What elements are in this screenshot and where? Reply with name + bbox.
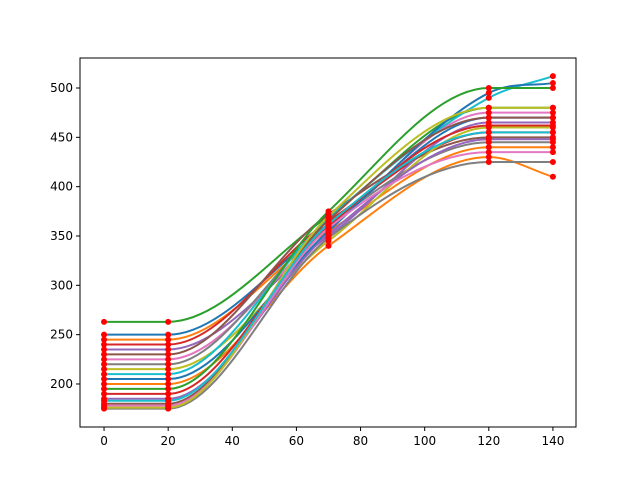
- point-marker: [485, 109, 492, 116]
- point-marker: [485, 154, 492, 161]
- point-marker: [325, 208, 332, 215]
- y-tick-label: 450: [50, 130, 73, 144]
- x-tick-label: 0: [100, 434, 108, 448]
- x-tick-label: 20: [161, 434, 176, 448]
- point-marker: [101, 341, 108, 348]
- series-line: [104, 151, 553, 407]
- point-marker: [485, 129, 492, 136]
- point-marker: [165, 336, 172, 343]
- x-tick-label: 60: [289, 434, 304, 448]
- point-marker: [101, 366, 108, 373]
- point-marker: [549, 149, 556, 156]
- y-tick-label: 300: [50, 278, 73, 292]
- point-marker: [165, 385, 172, 392]
- y-tick-label: 250: [50, 328, 73, 342]
- y-tick-label: 350: [50, 229, 73, 243]
- point-marker: [549, 80, 556, 87]
- point-marker: [325, 221, 332, 228]
- point-marker: [165, 390, 172, 397]
- x-tick-label: 120: [477, 434, 500, 448]
- point-marker: [101, 390, 108, 397]
- point-marker: [165, 346, 172, 353]
- point-marker: [101, 346, 108, 353]
- point-marker: [165, 376, 172, 383]
- point-marker: [549, 136, 556, 143]
- point-marker: [165, 366, 172, 373]
- axes-frame: [79, 57, 577, 428]
- point-marker: [165, 397, 172, 404]
- point-marker: [549, 104, 556, 111]
- x-tick-label: 80: [353, 434, 368, 448]
- point-marker: [165, 371, 172, 378]
- point-marker: [549, 122, 556, 129]
- point-marker: [101, 356, 108, 363]
- point-marker: [101, 404, 108, 411]
- point-marker: [485, 89, 492, 96]
- point-marker: [549, 158, 556, 165]
- point-marker: [101, 331, 108, 338]
- x-tick-label: 100: [413, 434, 436, 448]
- point-marker: [549, 114, 556, 121]
- y-tick-label: 200: [50, 377, 73, 391]
- point-marker: [325, 234, 332, 241]
- point-marker: [101, 397, 108, 404]
- point-marker: [165, 404, 172, 411]
- point-marker: [485, 84, 492, 91]
- x-tick-label: 140: [541, 434, 564, 448]
- point-marker: [485, 136, 492, 143]
- point-marker: [165, 351, 172, 358]
- y-tick-label: 400: [50, 180, 73, 194]
- point-marker: [101, 385, 108, 392]
- x-tick-label: 40: [225, 434, 240, 448]
- point-marker: [549, 129, 556, 136]
- point-marker: [165, 331, 172, 338]
- point-marker: [325, 242, 332, 249]
- point-marker: [101, 361, 108, 368]
- series-line: [104, 131, 553, 402]
- point-marker: [101, 371, 108, 378]
- point-marker: [101, 376, 108, 383]
- point-marker: [101, 318, 108, 325]
- point-marker: [165, 341, 172, 348]
- point-marker: [485, 144, 492, 151]
- point-marker: [549, 84, 556, 91]
- point-marker: [485, 114, 492, 121]
- point-marker: [165, 380, 172, 387]
- point-marker: [165, 361, 172, 368]
- point-marker: [101, 336, 108, 343]
- point-marker: [325, 213, 332, 220]
- point-marker: [549, 173, 556, 180]
- point-marker: [165, 318, 172, 325]
- point-marker: [485, 158, 492, 165]
- point-marker: [485, 149, 492, 156]
- point-marker: [485, 104, 492, 111]
- plot-area: [101, 73, 556, 412]
- point-marker: [549, 144, 556, 151]
- point-marker: [101, 351, 108, 358]
- point-marker: [485, 94, 492, 101]
- point-marker: [485, 122, 492, 129]
- y-tick-label: 500: [50, 81, 73, 95]
- point-marker: [549, 73, 556, 80]
- point-marker: [549, 109, 556, 116]
- point-marker: [101, 380, 108, 387]
- point-marker: [165, 356, 172, 363]
